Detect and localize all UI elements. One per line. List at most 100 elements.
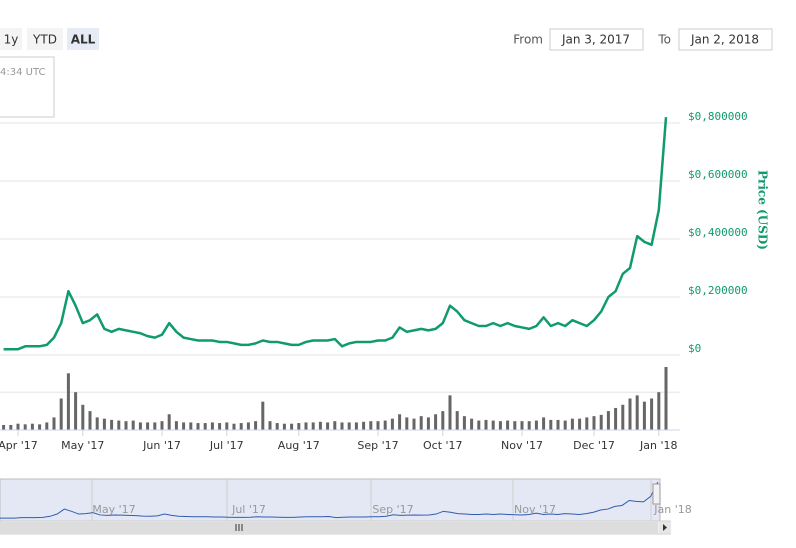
volume-bar: [239, 423, 243, 430]
volume-bar: [578, 418, 582, 430]
volume-bar: [81, 404, 85, 430]
navigator-handle[interactable]: [652, 483, 661, 505]
volume-bar: [52, 417, 56, 430]
x-tick-label: Jun '17: [142, 439, 181, 452]
volume-bar: [110, 419, 114, 430]
volume-bar: [585, 417, 589, 430]
volume-bar: [369, 421, 373, 430]
scrollbar-thumb[interactable]: [0, 522, 658, 533]
volume-bar: [383, 420, 387, 430]
volume-bar: [189, 422, 193, 430]
volume-bar: [448, 395, 452, 430]
volume-bar: [542, 417, 546, 430]
volume-bar: [124, 421, 128, 430]
x-tick-label: Sep '17: [357, 439, 398, 452]
volume-bar: [650, 398, 654, 430]
volume-bar: [218, 423, 222, 430]
y-tick-label: $0: [688, 342, 701, 355]
scroll-arrow: [663, 524, 667, 531]
volume-bar: [441, 411, 445, 430]
zoom-1y-label[interactable]: 1y: [4, 33, 19, 47]
y-tick-label: $0,800000: [688, 110, 748, 123]
volume-bar: [419, 416, 423, 430]
volume-bar: [88, 411, 92, 430]
volume-bar: [232, 423, 236, 430]
volume-bar: [138, 422, 142, 430]
volume-bar: [311, 422, 315, 430]
zoom-ytd[interactable]: [27, 28, 63, 50]
volume-bar: [297, 423, 301, 430]
volume-bar: [563, 420, 567, 430]
volume-bar: [390, 418, 394, 430]
volume-bar: [333, 421, 337, 430]
from-input[interactable]: [549, 28, 644, 51]
volume-bar: [570, 418, 574, 430]
volume-bar: [268, 421, 272, 430]
scrollbar-grip: [235, 524, 243, 531]
volume-bar: [174, 421, 178, 430]
tooltip-text: 4:34 UTC: [0, 67, 45, 78]
volume-bar: [210, 422, 214, 430]
volume-bar: [74, 392, 78, 430]
volume-bar: [66, 373, 70, 430]
x-tick-label: Aug '17: [278, 439, 320, 452]
navigator-label: Jan '18: [653, 503, 691, 516]
volume-bar: [9, 424, 13, 430]
to-value[interactable]: Jan 2, 2018: [690, 33, 759, 47]
volume-bar: [30, 423, 34, 430]
volume-bar: [635, 395, 639, 430]
y-axis-title: Price (USD): [756, 170, 770, 250]
volume-bar: [254, 421, 258, 430]
volume-bar: [23, 424, 27, 430]
volume-bar: [304, 422, 308, 430]
volume-bar: [38, 424, 42, 430]
volume-bar: [160, 421, 164, 430]
volume-bar: [45, 422, 49, 430]
volume-bar: [182, 422, 186, 430]
volume-bar: [405, 417, 409, 430]
volume-bar: [606, 411, 610, 430]
from-label: From: [513, 33, 543, 47]
navigator-label: May '17: [92, 503, 135, 516]
navigator-line: [0, 481, 659, 519]
price-line: [3, 117, 668, 351]
volume-bar: [362, 421, 366, 430]
volume-bar: [520, 421, 524, 430]
zoom-1y[interactable]: [0, 28, 22, 50]
to-label: To: [657, 33, 671, 47]
volume-bar: [246, 422, 250, 430]
volume-bar: [117, 420, 121, 430]
volume-bar: [484, 419, 488, 430]
volume-bar: [527, 421, 531, 430]
volume-bar: [621, 404, 625, 430]
zoom-ytd-label[interactable]: YTD: [32, 33, 57, 47]
volume-bar: [398, 414, 402, 430]
volume-bar: [167, 414, 171, 430]
to-input[interactable]: [678, 28, 773, 51]
x-tick-label: Jan '18: [639, 439, 677, 452]
volume-bar: [556, 419, 560, 430]
volume-bar: [491, 420, 495, 430]
volume-bar: [462, 416, 466, 430]
volume-bar: [642, 401, 646, 430]
volume-bar: [628, 398, 632, 430]
x-tick-label: Oct '17: [423, 439, 463, 452]
volume-bar: [455, 411, 459, 430]
from-value[interactable]: Jan 3, 2017: [561, 33, 630, 47]
volume-bar: [412, 418, 416, 430]
volume-bar: [657, 392, 661, 430]
x-tick-label: Nov '17: [501, 439, 543, 452]
navigator-label: Jul '17: [231, 503, 266, 516]
volume-bar: [592, 416, 596, 430]
zoom-all[interactable]: [67, 28, 99, 50]
y-tick-label: $0,200000: [688, 284, 748, 297]
volume-bar: [347, 422, 351, 430]
navigator-label: Sep '17: [372, 503, 413, 516]
x-tick-label: Jul '17: [209, 439, 244, 452]
y-tick-label: $0,400000: [688, 226, 748, 239]
volume-bar: [261, 401, 265, 430]
zoom-all-label[interactable]: ALL: [71, 33, 96, 47]
volume-bar: [290, 423, 294, 430]
volume-bar: [376, 421, 380, 430]
